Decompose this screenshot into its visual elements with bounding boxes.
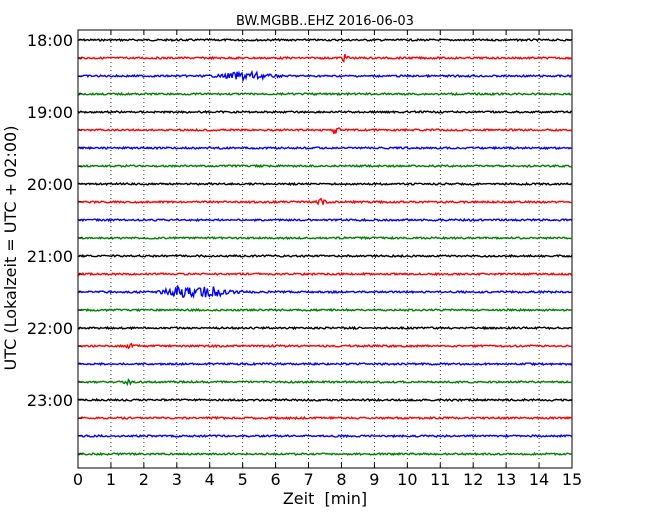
y-tick-labels: 18:00 19:00 20:00 21:00 22:00 23:00 bbox=[27, 31, 73, 410]
axis-ticks bbox=[77, 30, 573, 468]
x-tick-label: 5 bbox=[238, 470, 248, 489]
trace-line bbox=[77, 342, 573, 350]
y-axis-label: UTC (Lokalzeit = UTC + 02:00) bbox=[1, 126, 20, 371]
trace-line bbox=[77, 163, 573, 169]
x-tick-label: 4 bbox=[205, 470, 215, 489]
y-tick-label: 21:00 bbox=[27, 247, 73, 266]
trace-line bbox=[77, 38, 573, 43]
trace-line bbox=[77, 235, 573, 241]
x-tick-label: 15 bbox=[562, 470, 582, 489]
y-tick-label: 19:00 bbox=[27, 103, 73, 122]
trace-line bbox=[77, 377, 573, 387]
x-tick-label: 12 bbox=[463, 470, 483, 489]
trace-line bbox=[77, 451, 573, 457]
trace-line bbox=[77, 145, 573, 151]
x-tick-label: 13 bbox=[496, 470, 516, 489]
trace-line bbox=[77, 397, 573, 403]
x-tick-label: 10 bbox=[397, 470, 417, 489]
trace-lines bbox=[77, 38, 573, 457]
trace-line bbox=[77, 109, 573, 115]
trace-line bbox=[78, 197, 573, 206]
y-tick-label: 22:00 bbox=[27, 319, 73, 338]
x-tick-label: 0 bbox=[73, 470, 83, 489]
trace-line bbox=[77, 54, 573, 63]
grid-lines bbox=[110, 30, 540, 468]
trace-line bbox=[77, 361, 573, 367]
x-tick-label: 7 bbox=[303, 470, 313, 489]
trace-line bbox=[77, 91, 573, 97]
x-tick-label: 14 bbox=[529, 470, 549, 489]
trace-line bbox=[78, 433, 573, 439]
x-tick-label: 9 bbox=[369, 470, 379, 489]
x-axis-label: Zeit [min] bbox=[283, 489, 367, 508]
trace-line bbox=[77, 181, 573, 187]
plot-frame bbox=[77, 29, 573, 469]
x-tick-label: 2 bbox=[139, 470, 149, 489]
x-tick-label: 3 bbox=[172, 470, 182, 489]
x-tick-labels: 0 1 2 3 4 5 6 7 8 9 10 11 12 13 14 15 bbox=[73, 470, 582, 489]
trace-line bbox=[77, 253, 573, 259]
x-tick-label: 1 bbox=[106, 470, 116, 489]
trace-line bbox=[77, 69, 573, 83]
x-tick-label: 6 bbox=[271, 470, 281, 489]
y-tick-label: 23:00 bbox=[27, 391, 73, 410]
trace-line bbox=[77, 325, 573, 331]
chart-title: BW.MGBB..EHZ 2016-06-03 bbox=[236, 14, 414, 29]
trace-line bbox=[77, 415, 573, 421]
y-tick-label: 20:00 bbox=[27, 175, 73, 194]
trace-line bbox=[77, 127, 573, 134]
x-tick-label: 11 bbox=[430, 470, 450, 489]
trace-line bbox=[77, 271, 573, 277]
trace-line bbox=[77, 217, 573, 223]
y-tick-label: 18:00 bbox=[27, 31, 73, 50]
trace-line bbox=[77, 307, 573, 313]
x-tick-label: 8 bbox=[336, 470, 346, 489]
trace-line bbox=[77, 284, 573, 300]
